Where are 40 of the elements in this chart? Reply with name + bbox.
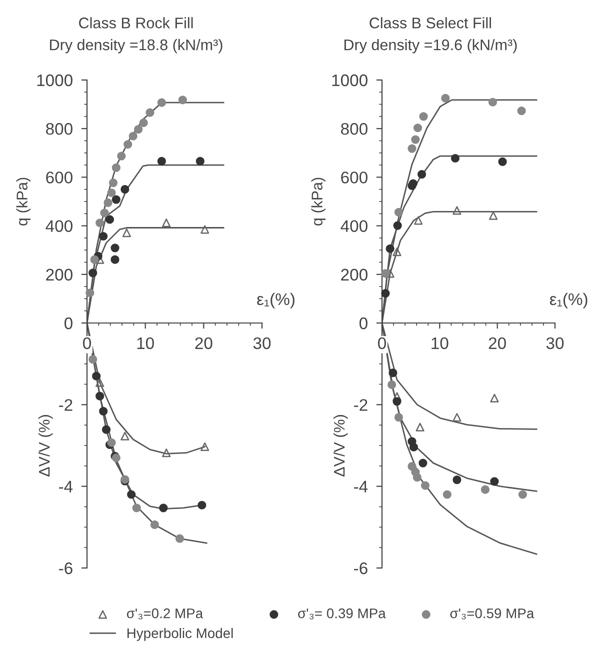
x-axis-title: ε₁(%) — [550, 292, 588, 308]
y-axis-title: q (kPa) — [311, 178, 326, 226]
y-tick-label: 600 — [341, 172, 368, 184]
legend-label: Hyperbolic Model — [127, 628, 233, 641]
x-tick-label: 10 — [137, 337, 154, 350]
chart-title: Class B Select Fill — [370, 17, 491, 28]
chart-subtitle: Dry density =18.8 (kN/m³) — [50, 39, 222, 54]
y-axis-title: ΔV/V (%) — [333, 415, 348, 476]
y-axis-title: q (kPa) — [16, 178, 30, 226]
y-tick-label: 400 — [46, 220, 72, 232]
y-tick-label: 0 — [64, 317, 72, 330]
y-tick-label: 200 — [341, 268, 368, 281]
y-tick-label: -6 — [59, 562, 72, 574]
y-tick-label: -2 — [354, 399, 368, 411]
legend-label: σ'₃=0.59 MPa — [450, 608, 534, 620]
y-axis-title: ΔV/V (%) — [38, 415, 53, 476]
x-tick-label: 0 — [83, 337, 91, 350]
y-tick-label: 800 — [341, 123, 368, 135]
y-tick-label: 1000 — [37, 74, 72, 86]
x-axis-title: ε₁(%) — [257, 292, 294, 308]
y-tick-label: 400 — [340, 220, 368, 232]
x-tick-label: 30 — [253, 337, 271, 350]
y-tick-label: 1000 — [332, 74, 368, 86]
chart-title: Class B Rock Fill — [79, 17, 193, 28]
y-tick-label: -4 — [354, 480, 368, 492]
y-tick-label: 200 — [46, 268, 72, 281]
x-tick-label: 20 — [195, 337, 212, 350]
y-tick-label: 600 — [46, 172, 72, 184]
y-tick-label: -6 — [354, 562, 368, 574]
x-tick-label: 10 — [432, 337, 448, 350]
y-tick-label: 800 — [46, 123, 72, 135]
x-tick-label: 30 — [546, 337, 564, 350]
x-tick-label: 0 — [378, 337, 386, 350]
y-tick-label: 0 — [359, 317, 368, 330]
y-tick-label: -2 — [59, 399, 72, 411]
y-tick-label: -4 — [59, 480, 73, 492]
chart-subtitle: Dry density =19.6 (kN/m³) — [344, 39, 517, 54]
legend-label: σ'₃= 0.39 MPa — [298, 608, 386, 620]
x-tick-label: 20 — [488, 337, 506, 350]
legend-label: σ'₃=0.2 MPa — [126, 608, 204, 620]
